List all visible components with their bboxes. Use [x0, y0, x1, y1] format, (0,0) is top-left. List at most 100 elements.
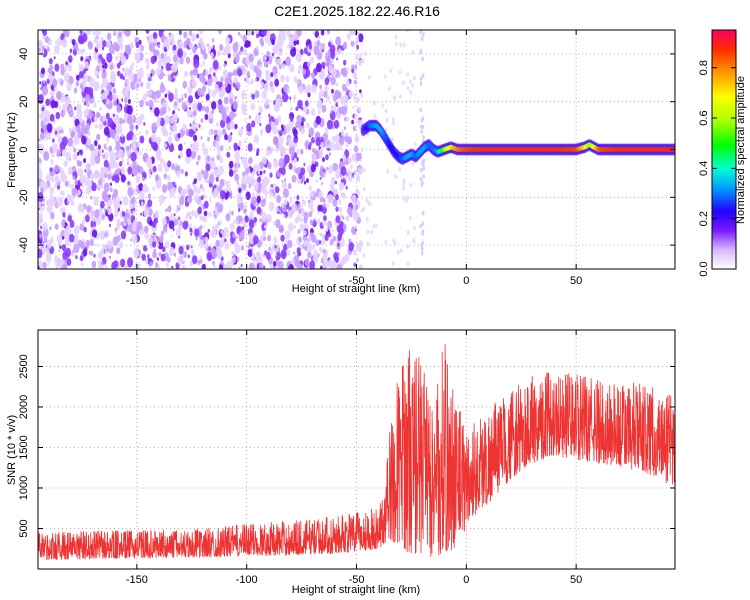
- noise-blob: [198, 201, 203, 209]
- noise-blob: [156, 242, 160, 248]
- noise-blob: [42, 85, 48, 96]
- noise-blob: [421, 221, 425, 226]
- noise-blob: [104, 208, 107, 213]
- noise-blob: [172, 54, 178, 63]
- noise-blob: [289, 106, 293, 112]
- noise-blob: [303, 180, 306, 185]
- noise-blob: [85, 214, 90, 223]
- noise-blob: [265, 149, 270, 156]
- noise-blob: [39, 132, 45, 141]
- noise-blob: [264, 56, 267, 60]
- noise-blob: [300, 167, 306, 176]
- noise-blob: [93, 81, 100, 91]
- noise-blob: [293, 76, 298, 83]
- noise-blob: [127, 257, 134, 268]
- noise-blob: [234, 163, 238, 168]
- noise-blob: [281, 62, 284, 67]
- noise-blob: [112, 87, 117, 94]
- noise-blob: [208, 211, 212, 217]
- noise-blob: [68, 109, 74, 118]
- noise-blob: [286, 88, 290, 94]
- noise-blob: [66, 258, 72, 266]
- noise-blob: [181, 93, 184, 99]
- noise-blob: [202, 215, 207, 223]
- noise-blob: [254, 256, 256, 261]
- noise-blob: [68, 75, 74, 85]
- noise-blob: [186, 211, 190, 218]
- noise-blob: [421, 160, 425, 166]
- noise-blob: [207, 88, 211, 94]
- noise-blob: [303, 162, 306, 167]
- noise-blob: [219, 238, 225, 248]
- noise-blob: [305, 178, 309, 184]
- noise-blob: [311, 153, 317, 162]
- noise-blob: [183, 260, 186, 264]
- noise-blob: [385, 118, 389, 123]
- colorbar-tick-label: 0.8: [698, 60, 710, 75]
- noise-blob: [315, 115, 321, 125]
- noise-blob: [247, 73, 250, 77]
- noise-blob: [184, 70, 189, 78]
- noise-blob: [45, 45, 48, 49]
- noise-blob: [95, 30, 99, 37]
- noise-blob: [358, 191, 361, 195]
- noise-blob: [413, 75, 416, 81]
- noise-blob: [293, 40, 297, 46]
- noise-blob: [348, 90, 354, 98]
- noise-blob: [346, 77, 349, 81]
- noise-blob: [356, 258, 359, 262]
- noise-blob: [338, 199, 342, 205]
- noise-blob: [358, 59, 363, 67]
- noise-blob: [192, 255, 198, 265]
- noise-blob: [211, 38, 215, 43]
- noise-blob: [206, 43, 209, 47]
- noise-blob: [175, 228, 182, 237]
- noise-blob: [164, 240, 170, 249]
- noise-blob: [350, 40, 355, 47]
- noise-blob: [218, 84, 221, 88]
- noise-blob: [229, 110, 235, 121]
- noise-blob: [355, 228, 357, 232]
- noise-blob: [69, 138, 72, 143]
- noise-blob: [85, 123, 91, 131]
- noise-blob: [75, 255, 78, 260]
- noise-blob: [203, 242, 208, 249]
- noise-blob: [290, 47, 297, 57]
- noise-blob: [181, 265, 186, 269]
- noise-blob: [135, 41, 140, 49]
- noise-blob: [218, 66, 222, 70]
- noise-blob: [237, 181, 239, 185]
- noise-blob: [52, 78, 58, 88]
- noise-blob: [406, 230, 410, 235]
- noise-blob: [47, 67, 51, 73]
- noise-blob: [250, 78, 254, 85]
- noise-blob: [134, 76, 138, 83]
- noise-blob: [93, 36, 98, 44]
- noise-blob: [204, 236, 209, 243]
- noise-blob: [113, 30, 115, 34]
- noise-blob: [355, 54, 359, 60]
- noise-blob: [136, 186, 138, 190]
- noise-blob: [358, 106, 361, 112]
- noise-blob: [419, 81, 423, 87]
- noise-blob: [94, 140, 98, 147]
- noise-blob: [272, 261, 277, 267]
- noise-blob: [148, 168, 152, 174]
- noise-blob: [266, 30, 270, 37]
- noise-blob: [235, 220, 239, 226]
- noise-blob: [196, 161, 199, 166]
- noise-blob: [98, 207, 103, 214]
- noise-blob: [362, 206, 366, 212]
- noise-blob: [209, 198, 212, 203]
- noise-blob: [303, 230, 307, 236]
- noise-blob: [191, 79, 197, 88]
- colorbar-gradient: [711, 29, 737, 270]
- noise-blob: [177, 132, 181, 139]
- noise-blob: [113, 114, 120, 125]
- noise-blob: [162, 224, 168, 232]
- noise-blob: [146, 81, 151, 90]
- noise-blob: [285, 123, 292, 133]
- noise-blob: [335, 194, 339, 201]
- noise-blob: [288, 139, 293, 148]
